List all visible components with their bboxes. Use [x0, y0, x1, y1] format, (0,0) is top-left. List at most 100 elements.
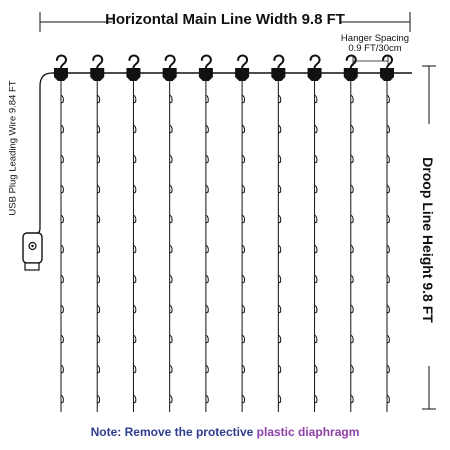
- led-bulb-icon: [278, 214, 282, 224]
- led-bulb-icon: [314, 364, 318, 374]
- hanger-hook-icon: [382, 54, 394, 69]
- note-prefix: Note: Remove the protective: [90, 425, 254, 439]
- width-dimension: [39, 12, 411, 32]
- led-bulb-icon: [241, 304, 246, 314]
- led-bulb-icon: [350, 214, 354, 224]
- led-bulb-icon: [278, 94, 282, 104]
- led-bulb-icon: [386, 154, 390, 164]
- hanger-hook-icon: [128, 54, 140, 69]
- led-bulb-icon: [96, 214, 101, 224]
- usb-plug-ring-inner: [31, 244, 34, 248]
- led-bulb-icon: [60, 394, 64, 404]
- hanger-clip-icon: [343, 68, 358, 81]
- hanger-clip-icon: [162, 68, 177, 81]
- led-bulb-icon: [60, 124, 64, 134]
- leading-wire-label: USB Plug Leading Wire 9.84 FT: [7, 80, 19, 216]
- led-bulb-icon: [169, 94, 173, 104]
- led-bulb-icon: [350, 304, 354, 314]
- led-bulb-icon: [133, 304, 137, 314]
- led-bulb-icon: [133, 394, 137, 404]
- led-bulb-icon: [169, 184, 173, 194]
- usb-plug-body: [22, 232, 43, 264]
- led-bulb-icon: [96, 304, 101, 314]
- led-bulb-icon: [386, 244, 390, 254]
- drop-dimension: [422, 65, 436, 410]
- drop-height-label: Droop Line Height 9.8 FT: [420, 157, 436, 323]
- led-bulb-icon: [350, 184, 354, 194]
- led-bulb-icon: [350, 364, 354, 374]
- led-bulb-icon: [205, 304, 209, 314]
- led-bulb-icon: [241, 154, 246, 164]
- led-bulb-icon: [205, 244, 209, 254]
- led-bulb-icon: [241, 94, 246, 104]
- led-bulb-icon: [60, 304, 64, 314]
- led-bulb-icon: [278, 364, 282, 374]
- led-bulb-icon: [314, 214, 318, 224]
- usb-plug-ring-outer: [28, 241, 37, 251]
- led-bulb-icon: [169, 304, 173, 314]
- led-bulb-icon: [60, 364, 64, 374]
- hanger-hook-icon: [345, 54, 357, 69]
- led-bulb-icon: [278, 124, 282, 134]
- led-bulb-icon: [386, 184, 390, 194]
- hanger-clip-icon: [307, 68, 322, 81]
- led-bulb-icon: [96, 274, 101, 284]
- led-bulb-icon: [350, 154, 354, 164]
- led-bulb-icon: [386, 94, 390, 104]
- led-bulb-icon: [241, 364, 246, 374]
- led-bulb-icon: [350, 274, 354, 284]
- led-bulb-icon: [314, 94, 318, 104]
- horizontal-width-label: Horizontal Main Line Width 9.8 FT: [105, 11, 345, 28]
- hanger-hook-icon: [273, 54, 285, 69]
- led-bulb-icon: [278, 394, 282, 404]
- led-bulb-icon: [241, 184, 246, 194]
- hanger-clip-icon: [198, 68, 213, 81]
- hanger-hook-icon: [200, 54, 212, 69]
- led-bulb-icon: [350, 244, 354, 254]
- led-bulb-icon: [133, 124, 137, 134]
- led-bulb-icon: [205, 274, 209, 284]
- led-bulb-icon: [241, 244, 246, 254]
- led-bulb-icon: [350, 94, 354, 104]
- led-bulb-icon: [133, 244, 137, 254]
- led-bulb-icon: [205, 364, 209, 374]
- hanger-clip-icon: [271, 68, 286, 81]
- note-highlight: plastic diaphragm: [256, 425, 360, 439]
- led-bulb-icon: [350, 394, 354, 404]
- led-bulb-icon: [205, 94, 209, 104]
- led-bulb-icon: [133, 154, 137, 164]
- hanger-hook-icon: [237, 54, 249, 69]
- led-bulb-icon: [169, 244, 173, 254]
- led-bulb-icon: [96, 394, 101, 404]
- hanger-clip-icon: [54, 68, 68, 81]
- led-bulb-icon: [169, 274, 173, 284]
- led-bulb-icon: [169, 154, 173, 164]
- led-bulb-icon: [205, 184, 209, 194]
- led-bulb-icon: [314, 304, 318, 314]
- led-bulb-icon: [314, 184, 318, 194]
- led-bulb-icon: [96, 94, 101, 104]
- led-bulb-icon: [205, 214, 209, 224]
- led-bulb-icon: [60, 154, 64, 164]
- hanger-hook-icon: [92, 54, 104, 69]
- led-bulb-icon: [278, 334, 282, 344]
- led-bulb-icon: [386, 274, 390, 284]
- led-bulb-icon: [133, 274, 137, 284]
- led-bulb-icon: [241, 394, 246, 404]
- led-bulb-icon: [133, 94, 137, 104]
- led-bulb-icon: [96, 124, 101, 134]
- led-bulb-icon: [386, 304, 390, 314]
- led-bulb-icon: [96, 184, 101, 194]
- led-bulb-icon: [133, 214, 137, 224]
- led-bulb-icon: [60, 244, 64, 254]
- led-bulb-icon: [278, 274, 282, 284]
- led-bulb-icon: [241, 334, 246, 344]
- led-bulb-icon: [278, 154, 282, 164]
- leading-wire: [33, 72, 53, 235]
- led-bulb-icon: [314, 124, 318, 134]
- hanger-clip-icon: [380, 68, 394, 81]
- usb-plug-connector: [24, 262, 40, 271]
- led-bulb-icon: [169, 364, 173, 374]
- hanger-clip-icon: [90, 68, 105, 81]
